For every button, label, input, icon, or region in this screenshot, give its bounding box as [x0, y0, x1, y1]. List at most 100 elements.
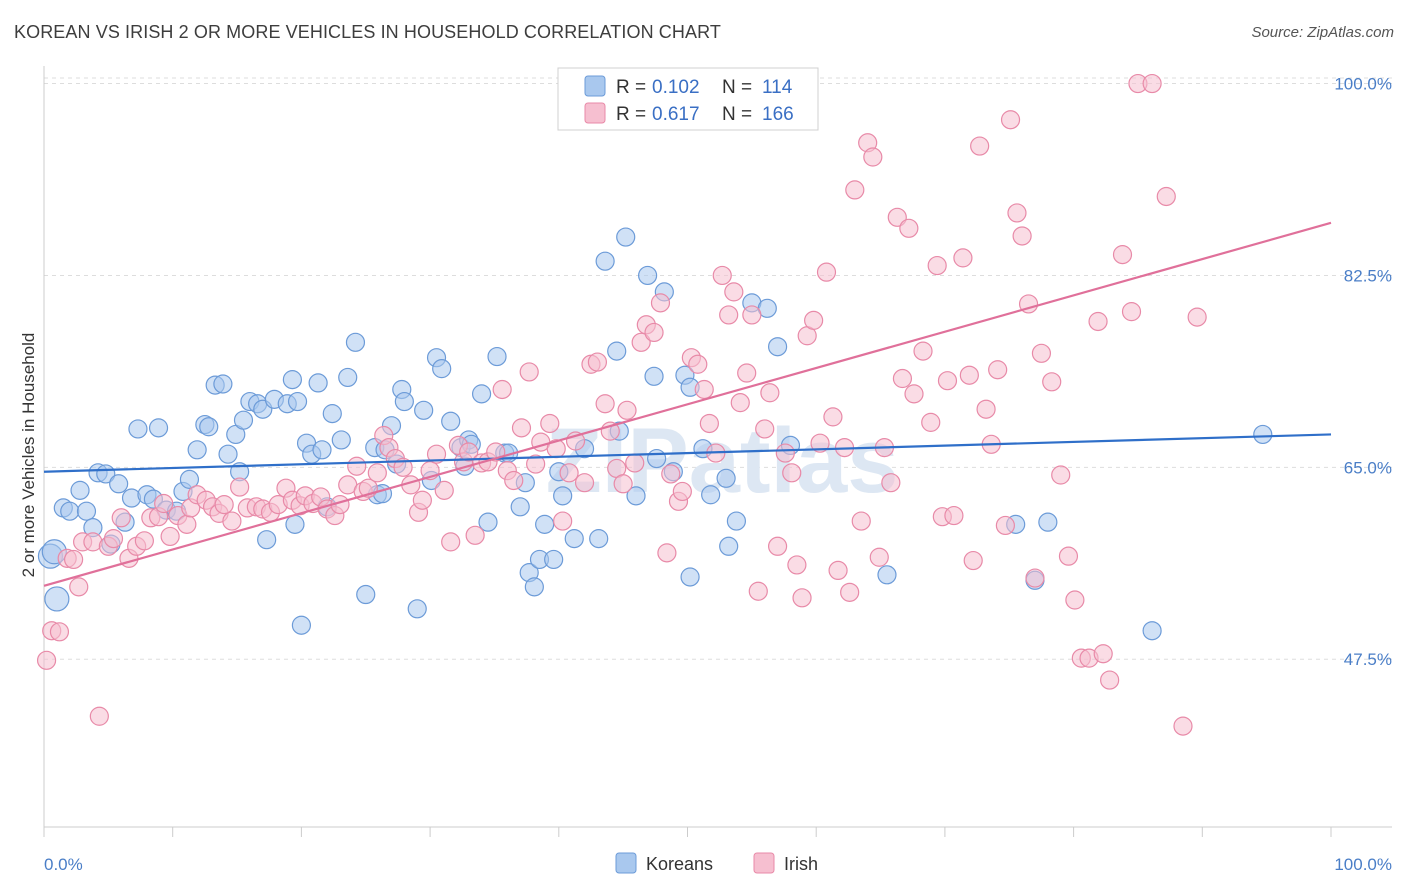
irish-point [724, 282, 744, 302]
korean-point [524, 577, 544, 597]
irish-point [625, 453, 645, 473]
irish-point [851, 511, 871, 531]
korean-point [199, 417, 219, 437]
irish-point [913, 341, 933, 361]
legend-n-label-koreans: N = [722, 77, 752, 98]
irish-point [222, 511, 242, 531]
korean-point [257, 530, 277, 550]
korean-point [595, 251, 615, 271]
irish-point [644, 322, 664, 343]
irish-point [792, 588, 812, 608]
korean-point [213, 374, 233, 394]
irish-point [393, 457, 413, 477]
irish-point [64, 549, 84, 570]
korean-point [128, 419, 148, 439]
irish-point [944, 505, 964, 526]
irish-point [367, 463, 387, 483]
chart-source: Source: ZipAtlas.com [1251, 24, 1394, 41]
korean-point [701, 485, 721, 505]
irish-point [810, 433, 830, 453]
korean-point [877, 565, 897, 585]
irish-point [899, 218, 919, 238]
irish-point [699, 413, 719, 434]
korean-point [218, 444, 238, 464]
korean-point [285, 514, 305, 534]
irish-point [828, 560, 848, 581]
irish-point [869, 547, 889, 567]
irish-point [511, 418, 532, 438]
legend-n-value-koreans: 114 [762, 77, 793, 98]
bottom-legend-irish-label: Irish [784, 854, 818, 874]
irish-point [737, 363, 757, 383]
irish-point [1142, 73, 1162, 94]
irish-point [519, 362, 539, 382]
irish-point [1031, 343, 1052, 363]
irish-point [823, 407, 843, 427]
irish-point [1112, 245, 1133, 265]
irish-point [816, 262, 837, 282]
legend-r-label-koreans: R = [616, 77, 646, 98]
irish-point [804, 310, 824, 330]
irish-point [459, 442, 479, 462]
irish-point [1025, 568, 1045, 588]
stats-legend: R = 0.102 N = 114 R = 0.617 N = 166 [557, 67, 819, 131]
irish-point [492, 379, 512, 400]
irish-point [574, 473, 595, 493]
irish-point [160, 526, 180, 547]
korean-point [510, 497, 530, 517]
korean-point [414, 400, 434, 420]
irish-points [36, 73, 1207, 736]
irish-point [49, 622, 70, 642]
korean-point [291, 615, 311, 635]
korean-point [121, 488, 142, 508]
irish-point [526, 454, 546, 474]
korean-point [638, 265, 658, 286]
irish-point [988, 360, 1008, 380]
irish-point [694, 379, 714, 400]
korean-point [616, 227, 636, 247]
korean-point [553, 486, 573, 506]
irish-point [661, 464, 681, 484]
irish-point [845, 180, 865, 200]
koreans-swatch [584, 75, 606, 97]
korean-point [716, 468, 736, 488]
korean-point [407, 599, 427, 619]
irish-point [69, 577, 89, 597]
korean-point [647, 448, 667, 469]
korean-point [44, 586, 70, 612]
irish-point [1065, 590, 1085, 610]
korean-point [607, 341, 627, 361]
irish-point [927, 255, 947, 276]
irish-point [760, 383, 780, 403]
irish-point [748, 581, 768, 601]
legend-n-label-irish: N = [722, 104, 752, 125]
korean-point [767, 337, 788, 357]
irish-point [412, 490, 432, 510]
irish-point [712, 265, 732, 286]
watermark: ZIPatlas [546, 410, 899, 512]
x-tick-label-max: 100.0% [1334, 855, 1392, 874]
irish-point [953, 248, 973, 268]
korean-point [535, 514, 555, 534]
irish-point [937, 371, 958, 391]
y-tick-label: 65.0% [1344, 458, 1392, 477]
irish-point [434, 480, 454, 500]
irish-point [613, 474, 633, 494]
korean-point [394, 391, 414, 412]
irish-point [441, 532, 461, 552]
irish-point [134, 531, 154, 551]
korean-point [644, 366, 664, 386]
korean-point [338, 367, 358, 388]
irish-point [863, 147, 883, 167]
irish-point [1007, 203, 1027, 223]
irish-point [617, 400, 637, 420]
korean-point [487, 346, 507, 367]
irish-point [36, 650, 57, 670]
irish-point [89, 706, 109, 726]
y-tick-labels: 100.0% 82.5% 65.0% 47.5% [1334, 75, 1392, 670]
korean-point [179, 469, 200, 489]
korean-point [312, 440, 332, 460]
irish-point [742, 305, 762, 325]
korean-point [76, 501, 97, 521]
irish-point [1042, 372, 1062, 392]
